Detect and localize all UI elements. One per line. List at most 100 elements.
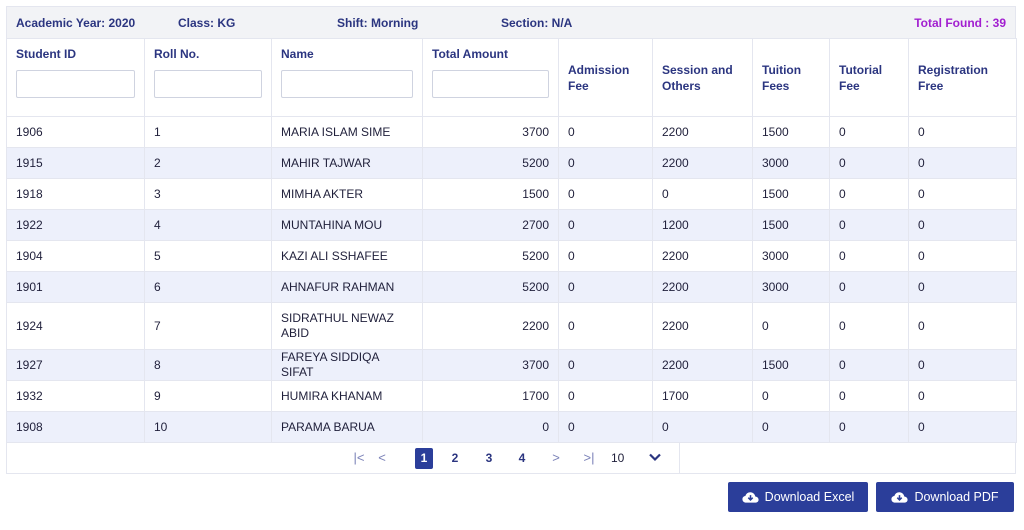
table-row[interactable]: 1927 8 FAREYA SIDDIQA SIFAT 3700 0 2200 … <box>6 349 1017 381</box>
cell-tuition-fees: 3000 <box>752 147 830 179</box>
cell-name: FAREYA SIDDIQA SIFAT <box>271 349 423 381</box>
table-row[interactable]: 1932 9 HUMIRA KHANAM 1700 0 1700 0 0 0 <box>6 380 1017 412</box>
prev-page-button[interactable]: < <box>378 450 386 465</box>
cell-registration-free: 0 <box>908 116 1017 148</box>
col-admission-fee-label: Admission Fee <box>568 62 630 93</box>
cell-student-id: 1932 <box>6 380 145 412</box>
cell-registration-free: 0 <box>908 411 1017 443</box>
col-student-id-label: Student ID <box>16 47 76 61</box>
cell-total-amount: 3700 <box>422 349 559 381</box>
cell-student-id: 1904 <box>6 240 145 272</box>
download-pdf-button[interactable]: Download PDF <box>876 482 1014 512</box>
table-row[interactable]: 1904 5 KAZI ALI SSHAFEE 5200 0 2200 3000… <box>6 240 1017 272</box>
cell-registration-free: 0 <box>908 209 1017 241</box>
table-row[interactable]: 1901 6 AHNAFUR RAHMAN 5200 0 2200 3000 0… <box>6 271 1017 303</box>
cell-session-others: 1700 <box>652 380 753 412</box>
cell-session-others: 1200 <box>652 209 753 241</box>
cell-name: PARAMA BARUA <box>271 411 423 443</box>
cell-roll-no: 4 <box>144 209 272 241</box>
cloud-download-icon <box>891 491 909 503</box>
cell-name: MUNTAHINA MOU <box>271 209 423 241</box>
total-amount-filter-input[interactable] <box>432 70 549 98</box>
col-tuition-fees: Tuition Fees <box>752 38 830 117</box>
total-found-label: Total Found : 39 <box>914 16 1006 30</box>
table-row[interactable]: 1908 10 PARAMA BARUA 0 0 0 0 0 0 <box>6 411 1017 443</box>
report-info-bar: Academic Year: 2020 Class: KG Shift: Mor… <box>6 6 1016 38</box>
cell-tuition-fees: 1500 <box>752 178 830 210</box>
page-1-button[interactable]: 1 <box>415 448 433 469</box>
cell-tutorial-fee: 0 <box>829 116 909 148</box>
table-row[interactable]: 1906 1 MARIA ISLAM SIME 3700 0 2200 1500… <box>6 116 1017 148</box>
cell-admission-fee: 0 <box>558 411 653 443</box>
cell-roll-no: 10 <box>144 411 272 443</box>
student-id-filter-input[interactable] <box>16 70 135 98</box>
roll-no-filter-input[interactable] <box>154 70 262 98</box>
cell-tuition-fees: 3000 <box>752 271 830 303</box>
cell-roll-no: 7 <box>144 302 272 350</box>
fee-report-panel: Academic Year: 2020 Class: KG Shift: Mor… <box>6 6 1017 474</box>
cell-admission-fee: 0 <box>558 147 653 179</box>
cell-name: KAZI ALI SSHAFEE <box>271 240 423 272</box>
cell-session-others: 2200 <box>652 116 753 148</box>
cell-session-others: 2200 <box>652 147 753 179</box>
last-page-button[interactable]: >| <box>583 450 595 465</box>
cell-tuition-fees: 1500 <box>752 116 830 148</box>
col-tuition-fees-label: Tuition Fees <box>762 62 802 93</box>
cell-admission-fee: 0 <box>558 380 653 412</box>
cell-total-amount: 1500 <box>422 178 559 210</box>
fee-table: Student ID Roll No. Name Total Amount Ad… <box>6 38 1017 443</box>
cell-session-others: 0 <box>652 178 753 210</box>
page-3-button[interactable]: 3 <box>485 451 493 465</box>
cell-tuition-fees: 0 <box>752 302 830 350</box>
cell-student-id: 1927 <box>6 349 145 381</box>
col-total-amount-label: Total Amount <box>432 47 508 61</box>
col-session-others: Session and Others <box>652 38 753 117</box>
table-row[interactable]: 1922 4 MUNTAHINA MOU 2700 0 1200 1500 0 … <box>6 209 1017 241</box>
cell-student-id: 1918 <box>6 178 145 210</box>
download-excel-button[interactable]: Download Excel <box>728 482 868 512</box>
col-total-amount: Total Amount <box>422 38 559 117</box>
cell-session-others: 2200 <box>652 349 753 381</box>
download-excel-label: Download Excel <box>764 490 855 504</box>
col-registration-free: Registration Free <box>908 38 1017 117</box>
table-header-row: Student ID Roll No. Name Total Amount Ad… <box>6 38 1017 117</box>
cell-student-id: 1908 <box>6 411 145 443</box>
next-page-button[interactable]: > <box>552 450 560 465</box>
cell-admission-fee: 0 <box>558 240 653 272</box>
cell-name: HUMIRA KHANAM <box>271 380 423 412</box>
col-admission-fee: Admission Fee <box>558 38 653 117</box>
cell-session-others: 2200 <box>652 302 753 350</box>
first-page-button[interactable]: |< <box>353 450 365 465</box>
page-2-button[interactable]: 2 <box>451 451 459 465</box>
cell-student-id: 1924 <box>6 302 145 350</box>
cell-total-amount: 0 <box>422 411 559 443</box>
cell-tuition-fees: 0 <box>752 411 830 443</box>
table-row[interactable]: 1924 7 SIDRATHUL NEWAZ ABID 2200 0 2200 … <box>6 302 1017 350</box>
cell-admission-fee: 0 <box>558 349 653 381</box>
cell-roll-no: 3 <box>144 178 272 210</box>
page-4-button[interactable]: 4 <box>518 451 526 465</box>
cell-total-amount: 3700 <box>422 116 559 148</box>
page-size-select[interactable]: 10 <box>607 443 673 473</box>
col-tutorial-fee: Tutorial Fee <box>829 38 909 117</box>
col-roll-no: Roll No. <box>144 38 272 117</box>
pagination-bar: |< < 1 2 3 4 > >| 10 <box>6 443 1016 474</box>
cell-session-others: 2200 <box>652 240 753 272</box>
cell-tutorial-fee: 0 <box>829 209 909 241</box>
cell-session-others: 2200 <box>652 271 753 303</box>
table-row[interactable]: 1915 2 MAHIR TAJWAR 5200 0 2200 3000 0 0 <box>6 147 1017 179</box>
cell-tutorial-fee: 0 <box>829 411 909 443</box>
cell-total-amount: 1700 <box>422 380 559 412</box>
cell-tuition-fees: 3000 <box>752 240 830 272</box>
cell-tutorial-fee: 0 <box>829 178 909 210</box>
name-filter-input[interactable] <box>281 70 413 98</box>
cell-roll-no: 6 <box>144 271 272 303</box>
cell-total-amount: 5200 <box>422 147 559 179</box>
cell-tutorial-fee: 0 <box>829 147 909 179</box>
cell-tuition-fees: 1500 <box>752 209 830 241</box>
cell-student-id: 1901 <box>6 271 145 303</box>
cell-tuition-fees: 0 <box>752 380 830 412</box>
table-row[interactable]: 1918 3 MIMHA AKTER 1500 0 0 1500 0 0 <box>6 178 1017 210</box>
cell-roll-no: 1 <box>144 116 272 148</box>
cell-total-amount: 5200 <box>422 271 559 303</box>
